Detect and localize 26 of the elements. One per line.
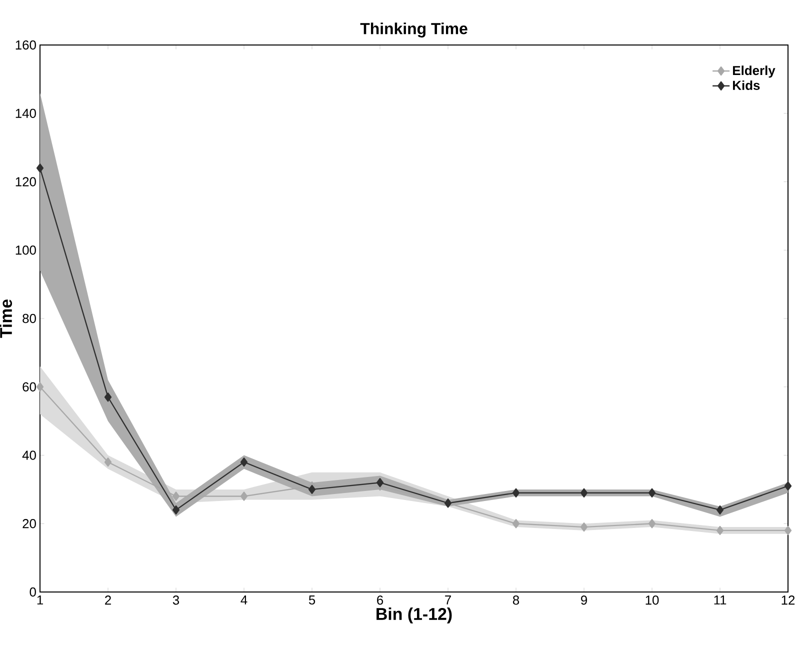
x-tick-label: 7 (445, 596, 451, 604)
x-tick-label: 1 (37, 596, 43, 604)
y-tick-label: 120 (16, 177, 36, 186)
x-tick-label: 6 (377, 596, 384, 605)
y-tick-label: 140 (16, 108, 36, 118)
y-tick-label: 40 (22, 450, 36, 460)
y-tick-label: 80 (22, 314, 36, 324)
legend-label: Elderly (733, 66, 776, 78)
x-tick-label: 9 (581, 596, 587, 605)
y-tick-label: 160 (16, 40, 36, 50)
x-tick-label: 10 (646, 596, 659, 605)
x-tick-label: 5 (308, 596, 316, 605)
x-tick-label: 2 (105, 596, 111, 605)
x-tick-label: 12 (782, 596, 795, 605)
y-tick-label: 20 (22, 519, 36, 528)
chart-title: Thinking Time (360, 22, 468, 38)
x-tick-label: 4 (240, 596, 248, 604)
x-axis-title: Bin (1-12) (376, 608, 452, 624)
y-tick-label: 100 (16, 246, 36, 255)
legend-label: Kids (733, 80, 760, 90)
y-axis-title: Time (0, 299, 12, 338)
x-tick-label: 8 (512, 596, 520, 605)
x-tick-label: 3 (172, 596, 180, 605)
x-tick-label: 11 (714, 596, 726, 604)
y-tick-label: 60 (22, 382, 36, 392)
y-tick-label: 0 (30, 587, 36, 597)
